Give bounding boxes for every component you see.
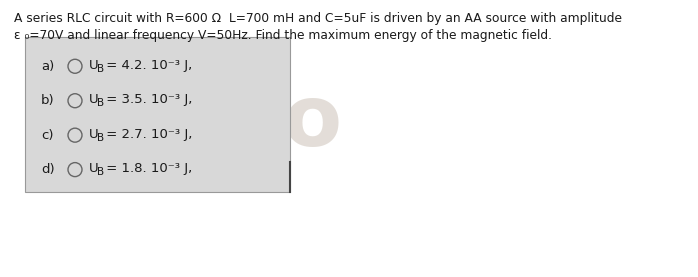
Text: U: U bbox=[89, 93, 98, 106]
Text: U: U bbox=[89, 59, 98, 72]
Text: U: U bbox=[89, 128, 98, 141]
Circle shape bbox=[68, 163, 82, 177]
Circle shape bbox=[68, 94, 82, 108]
Text: = 1.8. 10⁻³ J,: = 1.8. 10⁻³ J, bbox=[102, 162, 192, 175]
Text: B: B bbox=[96, 64, 103, 74]
Circle shape bbox=[68, 128, 82, 142]
Text: d): d) bbox=[41, 163, 54, 176]
Text: b): b) bbox=[41, 94, 54, 107]
Circle shape bbox=[68, 59, 82, 73]
Text: c): c) bbox=[41, 129, 54, 142]
Text: o: o bbox=[283, 81, 341, 164]
Text: B: B bbox=[96, 167, 103, 177]
Text: U: U bbox=[89, 162, 98, 175]
Text: = 3.5. 10⁻³ J,: = 3.5. 10⁻³ J, bbox=[102, 93, 193, 106]
Text: = 4.2. 10⁻³ J,: = 4.2. 10⁻³ J, bbox=[102, 59, 192, 72]
Text: = 2.7. 10⁻³ J,: = 2.7. 10⁻³ J, bbox=[102, 128, 193, 141]
Text: B: B bbox=[96, 133, 103, 143]
Text: a): a) bbox=[41, 60, 54, 73]
Text: B: B bbox=[96, 98, 103, 108]
Text: ε ₀=70V and linear frequency V=50Hz. Find the maximum energy of the magnetic fie: ε ₀=70V and linear frequency V=50Hz. Fin… bbox=[14, 29, 552, 42]
Text: A series RLC circuit with R=600 Ω  L=700 mH and C=5uF is driven by an AA source : A series RLC circuit with R=600 Ω L=700 … bbox=[14, 12, 622, 25]
Bar bbox=[25, 37, 290, 192]
